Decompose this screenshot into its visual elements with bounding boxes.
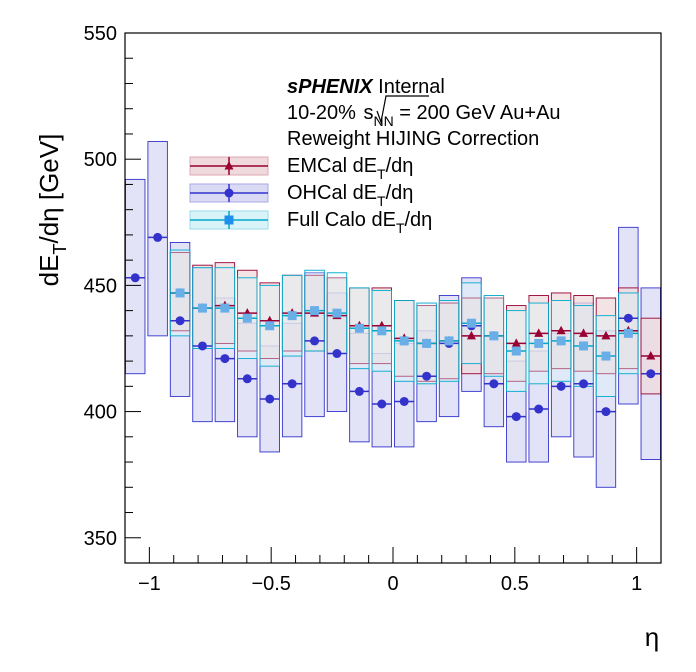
triangle-marker-icon (224, 161, 234, 170)
data-point (242, 374, 252, 384)
data-point (511, 346, 521, 356)
x-tick-label: 1 (631, 573, 642, 595)
data-point (422, 338, 432, 348)
annotation-correction: Reweight HIJING Correction (287, 128, 539, 150)
data-point (153, 232, 163, 242)
data-point (310, 306, 320, 316)
data-point (242, 313, 252, 323)
data-point (534, 328, 544, 337)
data-point (354, 323, 364, 333)
annotation-energy: 10-20% sNN = 200 GeV Au+Au (287, 102, 561, 129)
x-tick-label: −1 (138, 573, 161, 595)
x-tick-label: 0.5 (501, 573, 529, 595)
data-point (175, 316, 185, 326)
data-points (125, 232, 661, 422)
data-point (534, 404, 544, 414)
data-point (579, 328, 589, 337)
data-point (466, 318, 476, 328)
y-tick-label: 350 (84, 528, 117, 550)
square-marker-icon (224, 215, 234, 225)
data-point (399, 336, 409, 346)
y-tick-label: 550 (84, 23, 117, 45)
y-axis: 350 400 450 500 550 (84, 23, 141, 564)
legend-label-emcal: EMCal dET/dη (287, 155, 413, 182)
data-point (534, 338, 544, 348)
annotation-title: sPHENIX Internal (287, 76, 445, 98)
data-point (489, 379, 499, 389)
data-point (197, 303, 207, 313)
data-point (220, 303, 230, 313)
y-tick-label: 400 (84, 402, 117, 424)
data-point (556, 336, 566, 346)
legend-label-ohcal: OHCal dET/dη (287, 182, 413, 209)
y-tick-label: 450 (84, 275, 117, 297)
data-point (623, 313, 633, 323)
data-point (601, 351, 611, 361)
data-point (511, 338, 521, 347)
data-point (130, 273, 140, 283)
data-point (511, 412, 521, 422)
data-point (377, 399, 387, 409)
data-point (310, 336, 320, 346)
data-point (287, 311, 297, 321)
data-point (354, 386, 364, 396)
data-point (579, 379, 589, 389)
data-point (377, 326, 387, 336)
data-point (601, 330, 611, 340)
data-point (489, 331, 499, 341)
data-point (556, 325, 566, 335)
data-point (332, 308, 342, 318)
x-axis: −1 −0.5 0 0.5 1 (124, 547, 662, 595)
data-point (265, 321, 275, 331)
sqrt-sign-icon (376, 95, 429, 125)
y-axis-label: dET/dη [GeV] (34, 134, 70, 287)
x-tick-label: −0.5 (251, 573, 290, 595)
annotation-block: sPHENIX Internal 10-20% sNN = 200 GeV Au… (287, 76, 561, 150)
x-tick-label: 0 (387, 573, 398, 595)
data-point (601, 407, 611, 417)
legend: EMCal dET/dη OHCal dET/dη Full Calo dET/… (189, 155, 432, 236)
data-point (466, 330, 476, 340)
data-point (287, 379, 297, 389)
data-point (220, 354, 230, 364)
x-axis-label: η (645, 622, 659, 652)
y-tick-label: 500 (84, 149, 117, 171)
data-point (623, 328, 633, 338)
data-point (556, 381, 566, 391)
data-point (399, 396, 409, 406)
data-point (175, 288, 185, 298)
data-point (646, 351, 656, 360)
data-point (579, 341, 589, 351)
data-point (422, 371, 432, 381)
data-point (444, 336, 454, 346)
legend-label-fullcalo: Full Calo dET/dη (287, 209, 432, 236)
data-point (197, 341, 207, 351)
data-point (646, 369, 656, 379)
data-point (265, 394, 275, 404)
data-point (332, 349, 342, 359)
circle-marker-icon (224, 188, 234, 198)
